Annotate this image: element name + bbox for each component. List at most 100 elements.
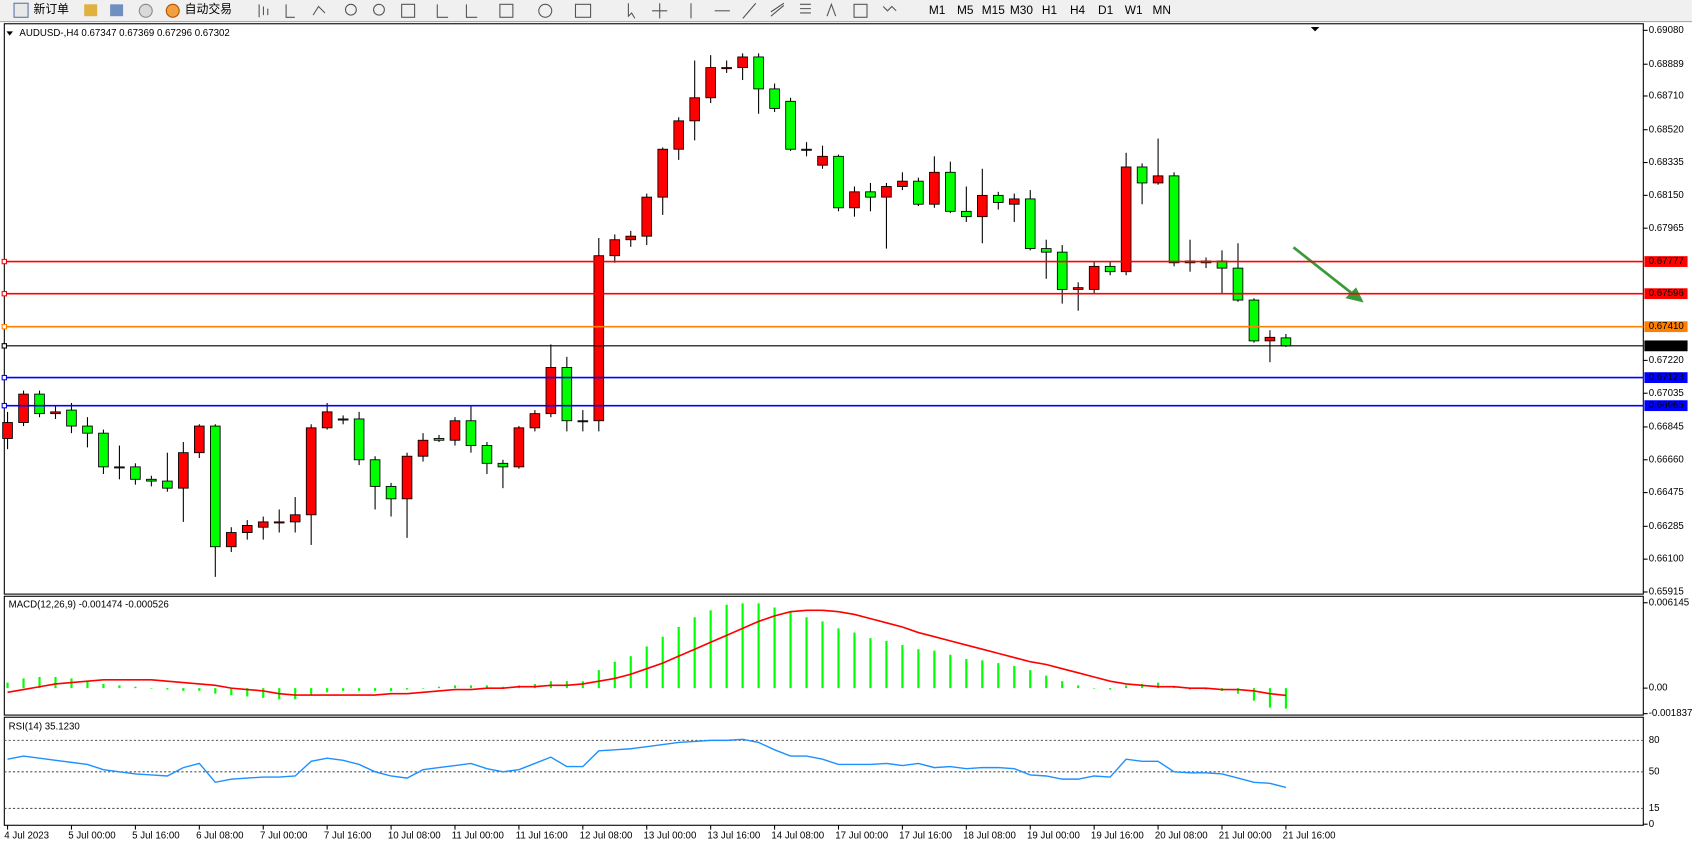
macd-bar: [6, 682, 9, 689]
macd-bar: [1109, 688, 1112, 690]
macd-bar: [853, 632, 856, 689]
icon[interactable]: [84, 4, 98, 17]
macd-bar: [1157, 682, 1160, 689]
macd-bar: [709, 610, 712, 689]
y-tick-label: 0.66845: [1649, 422, 1684, 433]
price-level-label: 0.67302: [1649, 340, 1684, 351]
macd-bar: [134, 686, 137, 689]
candle-body: [881, 186, 892, 198]
toolbar: [0, 0, 1692, 22]
macd-bar: [86, 681, 89, 689]
candle-body: [1104, 265, 1116, 273]
x-tick-label: 20 Jul 08:00: [1155, 831, 1208, 842]
candle-body: [385, 485, 397, 500]
icon[interactable]: [138, 3, 153, 18]
candle-body: [337, 418, 349, 421]
candle-body: [18, 393, 29, 423]
macd-bar: [405, 688, 409, 690]
macd-bar: [725, 604, 728, 689]
macd-bar: [374, 688, 377, 691]
y-tick-label: 0.00: [1649, 683, 1668, 694]
icon[interactable]: [110, 4, 124, 17]
candle-body: [817, 155, 828, 166]
y-tick-label: 0.69080: [1649, 25, 1685, 36]
macd-bar: [1029, 670, 1032, 689]
x-tick-label: 21 Jul 16:00: [1283, 831, 1336, 842]
auto-trading-button[interactable]: 自动交易: [185, 2, 232, 16]
new-order-icon[interactable]: [13, 2, 29, 18]
macd-bar: [613, 661, 616, 689]
candle-body: [641, 196, 653, 237]
y-tick-label: 0: [1649, 819, 1655, 830]
price-level-label: 0.67777: [1649, 256, 1684, 267]
timeframe-button[interactable]: M1: [929, 3, 946, 17]
timeframe-button[interactable]: M30: [1010, 3, 1033, 17]
candle-body: [1024, 198, 1036, 250]
x-tick-label: 18 Jul 08:00: [963, 831, 1016, 842]
y-tick-label: 0.67035: [1649, 388, 1684, 399]
chart-shift-marker[interactable]: [1310, 27, 1320, 32]
macd-bar: [837, 628, 840, 689]
x-tick-label: 11 Jul 00:00: [452, 831, 505, 842]
x-tick-label: 17 Jul 00:00: [835, 831, 888, 842]
price-level-tag: [1644, 321, 1688, 333]
macd-title: MACD(12,26,9) -0.001474 -0.000526: [9, 599, 169, 610]
y-tick-label: 50: [1649, 766, 1660, 777]
macd-bar: [773, 607, 776, 689]
price-level-label: 0.66965: [1649, 400, 1684, 411]
new-order-button[interactable]: 新订单: [33, 2, 69, 16]
y-tick-label: 0.006145: [1649, 597, 1689, 608]
candle-body: [465, 420, 477, 447]
price-level-handle[interactable]: [1, 402, 8, 409]
candle-body: [1072, 287, 1084, 290]
y-tick-label: -0.001837: [1649, 708, 1692, 719]
candle-body: [609, 239, 621, 257]
candle-body: [178, 452, 189, 489]
x-tick-label: 12 Jul 08:00: [580, 831, 633, 842]
main-panel: [3, 23, 1644, 595]
candle-body: [561, 367, 573, 422]
candle-body: [657, 148, 669, 198]
macd-bar: [933, 650, 936, 689]
timeframe-button[interactable]: H1: [1042, 3, 1058, 17]
macd-bar: [102, 683, 105, 689]
candle-body: [241, 525, 253, 533]
x-tick-label: 10 Jul 08:00: [388, 831, 441, 842]
candle-body: [130, 466, 141, 480]
price-level-handle[interactable]: [1, 374, 8, 381]
candle-body: [1120, 166, 1132, 273]
timeframe-button[interactable]: M5: [957, 3, 974, 17]
candle-body: [433, 438, 445, 441]
price-level-handle[interactable]: [1, 258, 8, 265]
macd-bar: [1125, 685, 1128, 689]
macd-bar: [949, 654, 952, 689]
x-tick-label: 11 Jul 16:00: [516, 831, 569, 842]
timeframe-button[interactable]: M15: [982, 3, 1005, 17]
toolbar-icons[interactable]: [258, 2, 897, 19]
y-tick-label: 15: [1649, 803, 1660, 814]
price-level-handle[interactable]: [1, 323, 8, 330]
x-tick-label: 13 Jul 16:00: [707, 831, 760, 842]
macd-bar: [262, 688, 265, 698]
price-level-tag: [1644, 256, 1688, 267]
timeframe-button[interactable]: MN: [1153, 3, 1171, 17]
timeframe-button[interactable]: W1: [1125, 3, 1143, 17]
macd-bar: [1284, 688, 1288, 709]
timeframe-button[interactable]: D1: [1098, 3, 1114, 17]
candle-body: [833, 155, 844, 209]
macd-bar: [1077, 685, 1080, 689]
candle-body: [1168, 175, 1180, 264]
macd-bar: [118, 685, 121, 689]
x-tick-label: 19 Jul 16:00: [1091, 831, 1144, 842]
auto-trading-icon[interactable]: [165, 3, 180, 18]
candle-body: [785, 100, 796, 150]
macd-bar: [54, 677, 57, 689]
candle-body: [321, 411, 333, 429]
timeframe-button[interactable]: H4: [1070, 3, 1086, 17]
y-tick-label: 0.68150: [1649, 190, 1685, 201]
candle-body: [353, 418, 365, 461]
price-level-handle[interactable]: [1, 343, 8, 349]
price-level-handle[interactable]: [1, 290, 8, 297]
macd-bar: [437, 686, 441, 689]
